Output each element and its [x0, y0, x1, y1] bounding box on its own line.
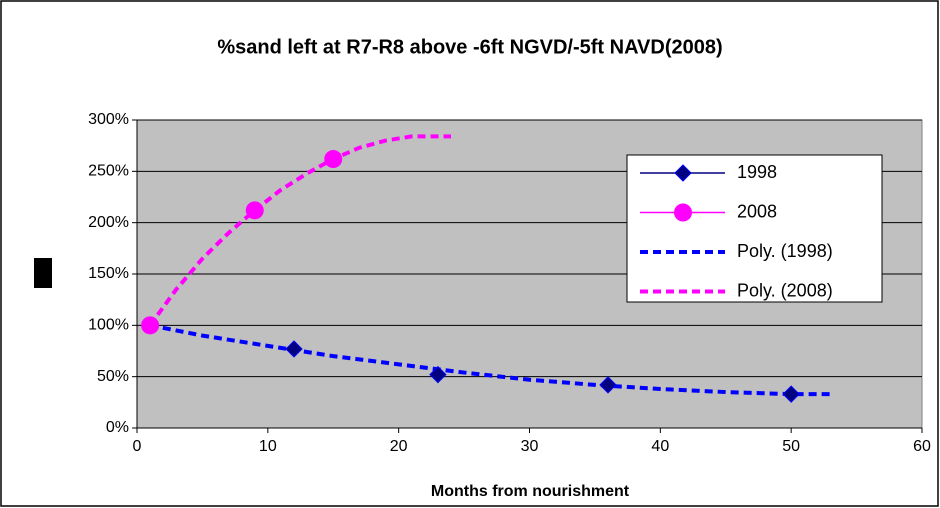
- y-tick-label: 150%: [88, 265, 129, 282]
- point: [782, 385, 800, 403]
- point: [324, 150, 343, 169]
- x-tick-label: 20: [390, 438, 408, 455]
- legend-label: Poly. (2008): [737, 280, 833, 300]
- chart-title: %sand left at R7-R8 above -6ft NGVD/-5ft…: [217, 36, 722, 58]
- legend-label: 2008: [737, 201, 777, 221]
- y-tick-label: 0%: [106, 419, 129, 436]
- legend-marker: [674, 203, 692, 222]
- trendline: [149, 323, 831, 397]
- x-tick-label: 40: [651, 438, 669, 455]
- y-tick-label: 300%: [88, 111, 129, 128]
- x-tick-label: 60: [913, 438, 931, 455]
- y-tick-label: 200%: [88, 214, 129, 231]
- y-tick-label: 250%: [88, 163, 129, 180]
- point: [141, 316, 160, 335]
- black-box: [34, 258, 52, 288]
- point: [599, 376, 617, 394]
- x-tick-label: 0: [133, 438, 142, 455]
- legend-label: Poly. (1998): [737, 241, 833, 261]
- trendline: [148, 134, 451, 327]
- point: [245, 201, 264, 220]
- y-tick-label: 50%: [97, 368, 129, 385]
- x-tick-label: 30: [521, 438, 539, 455]
- point: [285, 340, 303, 358]
- x-tick-label: 10: [259, 438, 277, 455]
- legend-label: 1998: [737, 162, 777, 182]
- x-axis-label: Months from nourishment: [431, 483, 630, 500]
- point: [429, 365, 447, 384]
- legend-box: [626, 154, 883, 303]
- legend-marker: [674, 164, 692, 182]
- x-tick-label: 50: [782, 438, 800, 455]
- y-tick-label: 100%: [88, 317, 129, 334]
